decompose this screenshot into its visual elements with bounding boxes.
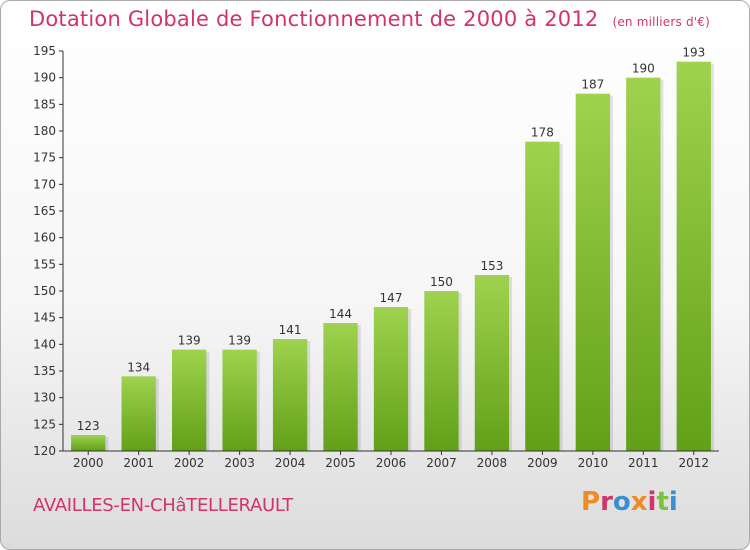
data-label: 150 bbox=[430, 275, 453, 289]
x-tick-label: 2000 bbox=[73, 456, 104, 470]
x-tick-label: 2008 bbox=[477, 456, 508, 470]
bar bbox=[272, 339, 308, 451]
y-tick-label: 120 bbox=[33, 444, 56, 458]
logo-letter: t bbox=[656, 487, 669, 517]
data-label: 144 bbox=[329, 307, 352, 321]
data-label: 190 bbox=[632, 62, 655, 76]
proxiti-logo[interactable]: Proxiti bbox=[581, 487, 678, 517]
data-label: 139 bbox=[228, 334, 251, 348]
bar bbox=[525, 141, 560, 451]
y-tick-label: 150 bbox=[33, 284, 56, 298]
x-tick-label: 2012 bbox=[678, 456, 709, 470]
data-label: 178 bbox=[531, 126, 554, 140]
y-tick-label: 180 bbox=[33, 124, 56, 138]
x-axis: 2000 2001 2002 2003 2004 2005 2006 2007 2008 2009… bbox=[63, 450, 719, 470]
data-label: 153 bbox=[480, 259, 503, 273]
y-tick-label: 185 bbox=[33, 97, 56, 111]
bar bbox=[171, 349, 207, 451]
chart-unit-label: (en milliers d'€) bbox=[612, 15, 710, 29]
bar bbox=[71, 435, 106, 451]
data-label: 187 bbox=[581, 78, 604, 92]
x-tick-label: 2004 bbox=[275, 456, 306, 470]
x-tick-label: 2005 bbox=[325, 456, 356, 470]
logo-letter: i bbox=[668, 487, 678, 517]
x-tick-label: 2001 bbox=[123, 456, 154, 470]
y-tick-label: 175 bbox=[33, 151, 56, 165]
y-tick-label: 140 bbox=[33, 337, 56, 351]
y-tick-label: 165 bbox=[33, 204, 56, 218]
x-tick-label: 2006 bbox=[376, 456, 407, 470]
data-label: 134 bbox=[127, 360, 150, 374]
y-tick-label: 190 bbox=[33, 71, 56, 85]
y-tick-label: 130 bbox=[33, 391, 56, 405]
bar bbox=[676, 61, 711, 452]
bar bbox=[373, 307, 409, 451]
data-label: 141 bbox=[279, 323, 302, 337]
x-tick-label: 2002 bbox=[174, 456, 205, 470]
x-tick-label: 2007 bbox=[426, 456, 457, 470]
x-tick-label: 2003 bbox=[224, 456, 255, 470]
chart-title-text: Dotation Globale de Fonctionnement de 20… bbox=[29, 7, 599, 31]
logo-letter: x bbox=[630, 487, 648, 517]
logo-letter: r bbox=[600, 487, 613, 517]
data-label: 147 bbox=[380, 291, 403, 305]
x-tick-label: 2009 bbox=[527, 456, 558, 470]
y-tick-label: 195 bbox=[33, 44, 56, 58]
bar bbox=[121, 376, 156, 451]
data-label: 139 bbox=[178, 334, 201, 348]
logo-letter: i bbox=[647, 487, 657, 517]
y-tick-label: 170 bbox=[33, 177, 56, 191]
commune-name: AVAILLES-EN-CHâTELLERAULT bbox=[33, 495, 293, 516]
y-tick-label: 135 bbox=[33, 364, 56, 378]
y-tick-label: 155 bbox=[33, 257, 56, 271]
bar bbox=[424, 291, 459, 451]
y-axis: 120 125 130 135 140 145 150 155 160 165 170 175 180 1… bbox=[33, 44, 64, 458]
x-tick-label: 2010 bbox=[578, 456, 609, 470]
logo-letter: P bbox=[581, 487, 601, 517]
data-label: 193 bbox=[682, 46, 705, 60]
bar-chart: 120 125 130 135 140 145 150 155 160 165 170 175 180 1… bbox=[33, 44, 719, 470]
bar-series: 123 134 139 139 141 144 147 150 153 178 187 190 193 bbox=[71, 46, 714, 452]
bar bbox=[323, 323, 358, 451]
bar bbox=[474, 275, 510, 451]
x-tick-label: 2011 bbox=[628, 456, 659, 470]
bar bbox=[575, 93, 611, 452]
chart-title: Dotation Globale de Fonctionnement de 20… bbox=[29, 7, 710, 31]
y-tick-label: 145 bbox=[33, 311, 56, 325]
y-tick-label: 160 bbox=[33, 231, 56, 245]
bar bbox=[626, 77, 661, 452]
logo-letter: o bbox=[612, 487, 631, 517]
y-tick-label: 125 bbox=[33, 417, 56, 431]
bar bbox=[222, 349, 257, 451]
data-label: 123 bbox=[77, 419, 100, 433]
